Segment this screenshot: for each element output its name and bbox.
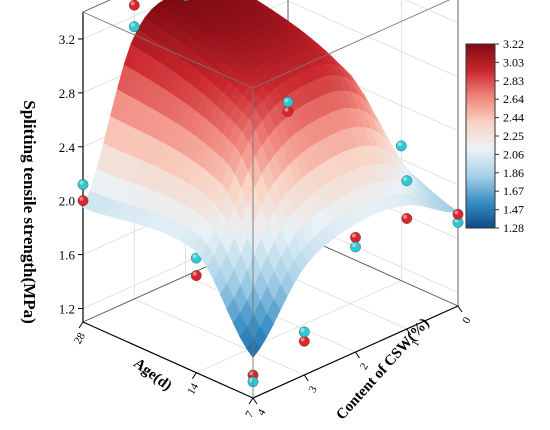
z-tick-label: 1.2 <box>59 302 75 317</box>
z-tick-label: 2.0 <box>59 194 75 209</box>
age-axis-title: Age(d) <box>130 355 174 394</box>
colorbar-label: 1.86 <box>503 166 524 180</box>
data-markers-front <box>77 0 464 220</box>
z-tick-label: 1.6 <box>59 248 76 263</box>
data-point-highlight <box>300 328 305 333</box>
data-point-highlight <box>351 233 356 238</box>
data-point-red <box>298 335 310 347</box>
data-point-highlight <box>403 176 408 181</box>
grid-line-z <box>82 0 171 40</box>
csw-tick-mark <box>406 328 412 336</box>
z-tick-label: 2.8 <box>59 86 75 101</box>
age-tick-label: 7 <box>243 409 256 420</box>
z-axis-ticks: 1.2 1.6 2.0 2.4 2.8 3.2 <box>59 12 84 322</box>
colorbar-label: 1.67 <box>503 184 524 198</box>
age-axis-line <box>82 321 254 399</box>
data-point-highlight <box>284 98 289 103</box>
box-edge-top <box>82 11 254 89</box>
data-point-highlight <box>130 1 135 6</box>
data-point-cyan <box>282 96 294 108</box>
data-point-highlight <box>454 210 459 215</box>
data-point-red <box>452 208 464 220</box>
data-point-highlight <box>397 142 402 147</box>
csw-tick-label: 1 <box>409 338 422 349</box>
age-tick-mark <box>248 397 254 405</box>
csw-axis-ticks: 0 1 2 3 4 <box>252 305 474 418</box>
csw-tick-mark <box>457 305 463 313</box>
data-point-red <box>128 0 140 11</box>
age-tick-mark <box>191 372 197 379</box>
data-point-highlight <box>300 337 305 342</box>
csw-tick-label: 0 <box>460 315 473 326</box>
data-point-red <box>282 106 294 117</box>
data-point-red <box>77 195 89 207</box>
csw-tick-label: 3 <box>307 384 320 395</box>
colorbar-label: 1.28 <box>503 221 524 235</box>
colorbar: 3.22 3.03 2.83 2.64 2.44 2.25 2.06 1.86 1.67 1.47… <box>465 37 524 235</box>
csw-tick-mark <box>355 351 360 359</box>
data-point-highlight <box>249 378 254 382</box>
data-point-cyan <box>395 140 407 152</box>
data-point-cyan <box>350 241 361 253</box>
data-point-highlight <box>79 180 84 185</box>
data-point-red <box>190 270 202 281</box>
csw-tick-mark <box>303 374 309 382</box>
data-point-highlight <box>192 271 197 276</box>
grid-line-z <box>287 0 459 78</box>
age-tick-mark <box>78 321 84 329</box>
data-point-red <box>401 213 413 224</box>
age-tick-label: 28 <box>72 330 88 346</box>
data-point-cyan <box>298 326 310 338</box>
z-tick-label: 3.2 <box>59 32 75 47</box>
age-tick-label: 14 <box>185 381 201 397</box>
colorbar-label: 2.06 <box>503 147 524 161</box>
z-tick-label: 2.4 <box>59 140 76 155</box>
colorbar-label: 1.47 <box>503 203 524 217</box>
plot-box-front <box>82 0 451 398</box>
colorbar-label: 2.25 <box>503 129 524 143</box>
colorbar-rect <box>465 43 496 229</box>
age-axis-ticks: 28 14 7 <box>72 321 257 420</box>
data-point-red <box>350 232 361 243</box>
floor-grid-line <box>134 298 305 376</box>
colorbar-label: 2.83 <box>503 74 524 88</box>
csw-tick-label: 2 <box>358 361 371 372</box>
colorbar-labels: 3.22 3.03 2.83 2.64 2.44 2.25 2.06 1.86 1.67 1.47… <box>495 37 524 235</box>
data-point-cyan <box>182 0 189 2</box>
csw-tick-label: 4 <box>255 407 268 418</box>
data-point-highlight <box>130 22 135 27</box>
grid-line-z <box>405 0 459 24</box>
box-edge-top <box>252 0 451 89</box>
floor-grid-line <box>196 280 402 374</box>
data-point-cyan <box>128 21 140 33</box>
colorbar-label: 2.64 <box>503 92 524 106</box>
colorbar-label: 3.22 <box>503 37 524 51</box>
data-point-highlight <box>192 254 197 259</box>
data-point-highlight <box>403 214 408 219</box>
data-point-highlight <box>351 243 356 248</box>
csw-axis-title: Content of CSW(%) <box>333 315 432 423</box>
colorbar-label: 3.03 <box>503 55 524 69</box>
data-point-highlight <box>79 196 84 201</box>
csw-tick-mark <box>252 397 258 405</box>
data-point-cyan <box>77 179 89 190</box>
data-point-highlight <box>284 107 289 112</box>
colorbar-label: 2.44 <box>503 111 524 125</box>
data-point-highlight <box>249 371 254 376</box>
data-point-cyan <box>401 175 413 187</box>
z-axis-title: Splitting tensile strength(MPa) <box>20 100 39 324</box>
